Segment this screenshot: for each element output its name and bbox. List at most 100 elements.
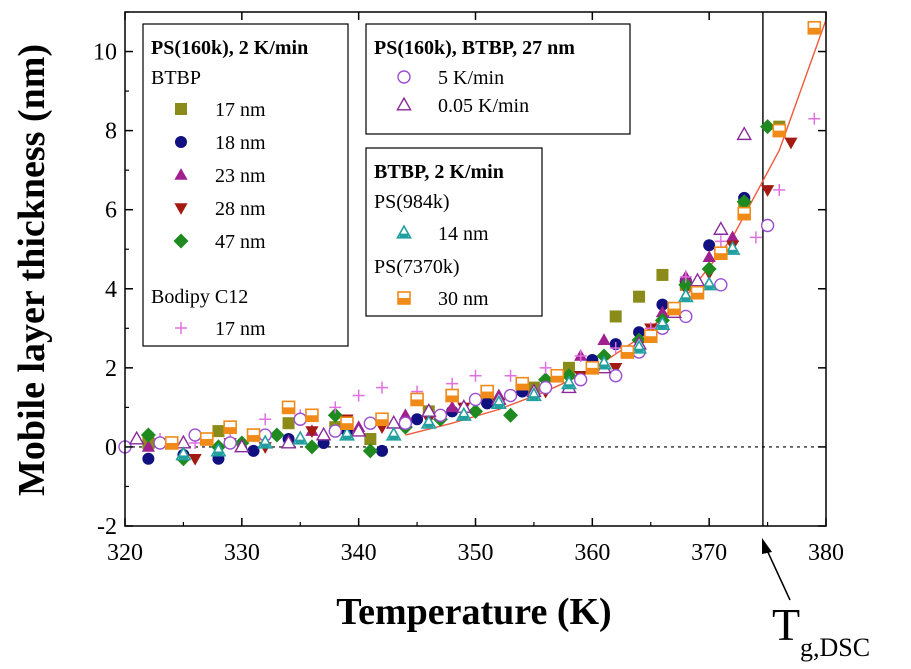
legend-marker [398,71,410,83]
data-point [738,208,750,220]
y-tick-label: 10 [93,40,117,66]
y-tick-label: 0 [105,435,117,461]
legend-group-header: BTBP [151,67,201,89]
data-point [399,417,411,429]
data-point [387,428,400,440]
legend-title: PS(160k), BTBP, 27 nm [374,37,575,59]
data-point [294,432,307,444]
legend-entry-label: 5 K/min [438,67,504,89]
data-point [364,417,376,429]
tg-arrow [766,548,790,600]
data-point [715,235,727,247]
data-point [750,231,762,243]
y-tick-label: -2 [97,514,117,540]
data-point [703,250,716,262]
data-point [446,378,458,390]
x-tick-label: 340 [341,540,377,566]
data-point [189,429,201,441]
x-tick-label: 320 [107,540,143,566]
data-point [505,390,517,402]
data-point [376,413,388,425]
y-tick-label: 4 [105,277,117,303]
x-axis-title: Temperature (K) [336,591,611,633]
legend-box-1: PS(160k), BTBP, 27 nm 5 K/min 0.05 K/min [366,24,630,134]
data-point [551,370,563,382]
data-point [668,303,680,315]
y-tick-label: 6 [105,198,117,224]
data-point [364,433,376,445]
data-point [703,239,715,251]
data-point [304,439,319,454]
data-point [470,393,482,405]
data-point [691,287,703,299]
data-point [621,346,633,358]
data-point [680,310,692,322]
data-point [808,22,820,34]
y-tick-label: 2 [105,356,117,382]
data-point [259,413,271,425]
data-point [166,437,178,449]
data-point [481,386,493,398]
data-point [317,428,330,440]
legend-group-header: Bodipy C12 [151,286,248,308]
data-point [387,416,400,428]
legend-entry-label: 23 nm [215,165,266,187]
data-point [353,390,365,402]
tg-arrow-head [762,538,772,554]
tg-label-sub: g,DSC [800,633,870,662]
legend-entry-label: 0.05 K/min [438,95,529,117]
data-point [540,382,552,394]
data-point [411,413,423,425]
data-point [411,393,423,405]
data-point [784,138,797,150]
data-point [305,426,318,438]
data-point [130,432,143,444]
data-point [575,374,587,386]
x-tick-label: 350 [458,540,494,566]
data-point [597,333,610,345]
data-point [808,113,820,125]
data-point [142,453,154,465]
legend-group-header: PS(984k) [374,191,450,213]
data-point [645,330,657,342]
y-tick-label: 8 [105,119,117,145]
data-point [177,436,190,448]
data-point [224,437,236,449]
data-point [329,425,341,437]
data-point [773,125,785,137]
data-point [715,247,727,259]
x-tick-label: 380 [808,540,844,566]
legend-group-header: PS(7370k) [374,256,460,278]
legend-box-2: BTBP, 2 K/minPS(984k)14 nmPS(7370k)30 nm [366,148,542,316]
legend-marker [398,292,410,304]
data-point [306,409,318,421]
legend-box-0: PS(160k), 2 K/min BTBP 17 nm 18 nm 23 nm 28 n… [143,24,348,346]
y-axis-title: Mobile layer thickness (nm) [11,44,53,496]
data-point [610,310,622,322]
legend-entry-label: 17 nm [215,99,266,121]
data-point [446,390,458,402]
data-point [610,370,622,382]
legend-title: BTBP, 2 K/min [374,161,504,183]
data-point [586,362,598,374]
data-point [341,417,353,429]
data-point [703,278,716,290]
data-point [283,417,295,429]
legends: PS(160k), 2 K/minBTBP17 nm18 nm23 nm28 n… [143,24,630,346]
data-point [154,437,166,449]
data-point [212,425,224,437]
legend-entry-label: 47 nm [215,231,266,253]
x-tick-label: 330 [224,540,260,566]
legend-entry-label: 30 nm [438,288,489,310]
data-point [224,421,236,433]
data-point [434,409,446,421]
data-point [762,220,774,232]
data-point [726,230,739,242]
data-point [773,184,785,196]
legend-marker [175,136,187,148]
data-point [470,370,482,382]
data-point [715,279,727,291]
data-point [503,408,518,423]
data-point [376,382,388,394]
